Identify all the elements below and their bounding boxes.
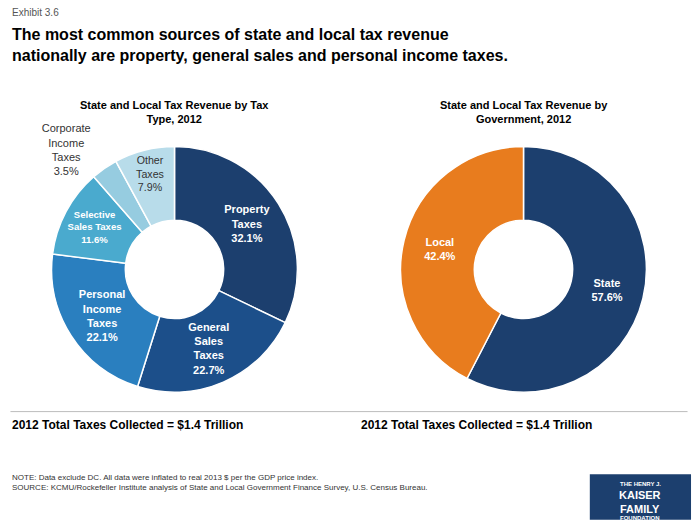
svg-text:CorporateIncomeTaxes3.5%: CorporateIncomeTaxes3.5%: [42, 122, 91, 177]
svg-text:State and Local Tax Revenue by: State and Local Tax Revenue byGovernment…: [440, 99, 608, 125]
svg-text:KAISER: KAISER: [619, 489, 661, 501]
svg-text:FOUNDATION: FOUNDATION: [620, 515, 660, 521]
svg-text:State and Local Tax Revenue by: State and Local Tax Revenue by TaxType, …: [80, 99, 269, 125]
svg-text:The most common sources of sta: The most common sources of state and loc…: [12, 26, 508, 64]
svg-text:THE HENRY J.: THE HENRY J.: [620, 481, 661, 487]
svg-text:FAMILY: FAMILY: [620, 503, 660, 515]
svg-text:2012 Total Taxes Collected = $: 2012 Total Taxes Collected = $1.4 Trilli…: [361, 418, 592, 432]
svg-text:2012 Total Taxes Collected = $: 2012 Total Taxes Collected = $1.4 Trilli…: [12, 418, 243, 432]
svg-text:OtherTaxes7.9%: OtherTaxes7.9%: [136, 154, 164, 194]
svg-text:PropertyTaxes32.1%: PropertyTaxes32.1%: [224, 203, 270, 244]
svg-text:GeneralSalesTaxes22.7%: GeneralSalesTaxes22.7%: [188, 321, 229, 376]
svg-text:Exhibit 3.6: Exhibit 3.6: [12, 7, 59, 18]
svg-text:PersonalIncomeTaxes22.1%: PersonalIncomeTaxes22.1%: [79, 288, 125, 343]
svg-text:State57.6%: State57.6%: [591, 277, 622, 303]
svg-text:SelectiveSales Taxes11.6%: SelectiveSales Taxes11.6%: [67, 209, 121, 245]
svg-text:Local42.4%: Local42.4%: [424, 236, 455, 262]
svg-text:NOTE: Data exclude DC. All dat: NOTE: Data exclude DC. All data were inf…: [12, 473, 428, 492]
